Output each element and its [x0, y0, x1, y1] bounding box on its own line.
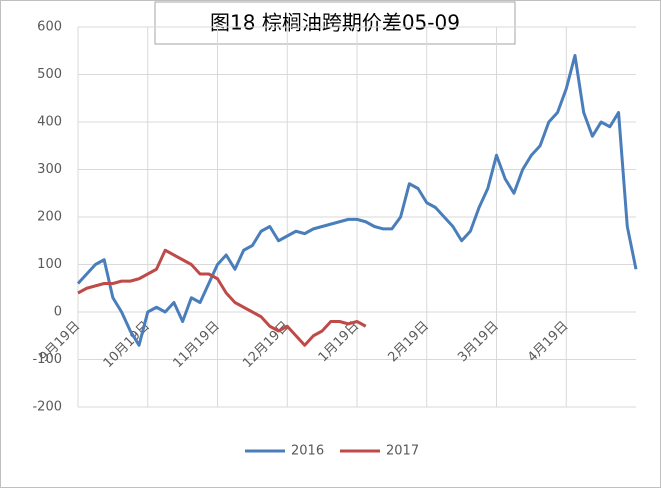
y-tick-label: 300: [37, 162, 62, 177]
y-tick-label: 600: [37, 20, 62, 35]
title-box: [154, 1, 516, 45]
y-tick-label: 100: [37, 257, 62, 272]
y-tick-label: -200: [32, 400, 62, 415]
y-tick-label: 400: [37, 115, 62, 130]
legend-label: 2016: [291, 444, 324, 459]
chart-title: 图18 棕榈油跨期价差05-09: [210, 11, 460, 35]
legend-label: 2017: [386, 444, 419, 459]
y-tick-label: 500: [37, 67, 62, 82]
y-tick-label: 200: [37, 210, 62, 225]
series-line: [76, 54, 638, 347]
series-line: [77, 248, 367, 347]
y-tick-label: 0: [54, 305, 62, 320]
y-tick-label: -100: [32, 352, 62, 367]
